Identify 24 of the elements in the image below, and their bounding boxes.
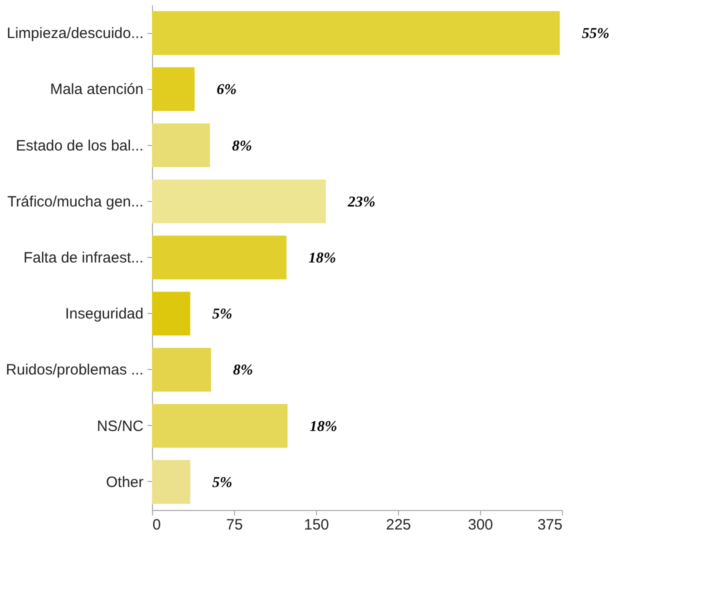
x-tick-label: 0	[152, 516, 161, 534]
y-tick-label: Mala atención	[50, 81, 144, 98]
x-tick-label: 300	[468, 516, 494, 534]
annotation: 55%	[582, 26, 610, 42]
annotation: 23%	[346, 194, 376, 210]
annotation: 8%	[232, 138, 252, 154]
y-tick-label: Limpieza/descuido...	[6, 25, 144, 42]
annotation: 6%	[216, 82, 237, 98]
y-tick-label: Ruidos/problemas ...	[6, 362, 144, 379]
x-tick-label: 375	[537, 516, 562, 534]
annotation: 18%	[308, 250, 336, 266]
annotation: 5%	[212, 306, 232, 323]
x-tick-label: 150	[304, 516, 330, 534]
y-tick-label: Inseguridad	[65, 306, 144, 323]
annotation: 18%	[310, 418, 338, 435]
annotation: 8%	[233, 362, 254, 379]
x-tick-label: 75	[226, 516, 243, 534]
y-tick-label: Estado de los bal...	[16, 137, 144, 154]
y-tick-label: Falta de infraest...	[23, 250, 144, 266]
y-tick-label: Other	[106, 474, 144, 491]
annotation: 5%	[212, 474, 232, 491]
y-tick-label: Tráfico/mucha gen...	[7, 193, 144, 210]
x-tick-label: 225	[386, 516, 412, 534]
y-tick-label: NS/NC	[96, 418, 144, 435]
